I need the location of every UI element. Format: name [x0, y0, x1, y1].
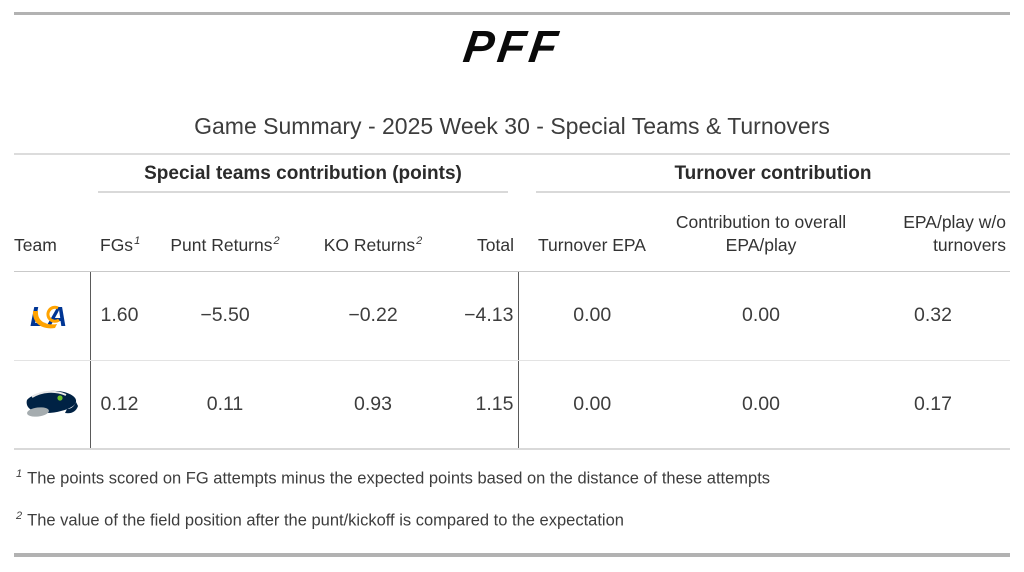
column-header-row: Team FGs1 Punt Returns2 KO Returns2 Tota…	[14, 193, 1011, 272]
cell-contribution-overall: 0.00	[666, 360, 856, 450]
team-row-seahawks: 0.12 0.11 0.93 1.15 0.00 0.00 0.17	[14, 360, 1011, 450]
cell-epa-wo-turnovers: 0.32	[856, 271, 1011, 361]
cell-ko-returns: 0.93	[300, 360, 446, 450]
column-header-fgs: FGs1	[90, 193, 150, 272]
cell-punt-returns: −5.50	[150, 271, 300, 361]
pff-logo: PFF	[459, 21, 565, 72]
group-header-special-teams: Special teams contribution (points)	[90, 155, 518, 193]
cell-fgs: 0.12	[89, 360, 150, 450]
bottom-rule	[14, 553, 1010, 557]
cell-fgs: 1.60	[89, 271, 150, 361]
footnote-1-marker: 1	[16, 468, 23, 480]
cell-turnover-epa: 0.00	[517, 271, 666, 361]
title-rule	[14, 153, 1010, 155]
team-row-rams: LA 1.60 −5.50 −0.22 −4.13 0.00 0.00 0.32	[14, 271, 1011, 361]
footnote-marker-2: 2	[416, 234, 423, 247]
footnotes-section: 1 The points scored on FG attempts minus …	[14, 462, 1010, 532]
group-label-special-teams: Special teams contribution (points)	[144, 163, 462, 184]
group-header-spacer	[14, 155, 90, 193]
stats-table: Special teams contribution (points) Turn…	[14, 155, 1011, 450]
rams-logo-icon: LA	[30, 301, 67, 332]
team-logo-cell-seahawks	[14, 360, 90, 450]
group-underline-special-teams: Special teams contribution (points)	[98, 163, 508, 193]
column-header-team: Team	[14, 193, 90, 272]
seahawks-logo-icon	[26, 391, 78, 417]
cell-total: 1.15	[446, 360, 518, 450]
footnote-2: 2 The value of the field position after t…	[16, 504, 1010, 533]
cell-turnover-epa: 0.00	[517, 360, 666, 450]
cell-total: −4.13	[446, 271, 518, 361]
cell-contribution-overall: 0.00	[666, 271, 856, 361]
team-logo-cell-rams: LA	[14, 271, 90, 361]
footnote-2-text: The value of the field position after th…	[27, 511, 624, 529]
column-header-punt-returns: Punt Returns2	[150, 193, 300, 272]
group-header-row: Special teams contribution (points) Turn…	[14, 155, 1011, 193]
page-title: Game Summary - 2025 Week 30 - Special Te…	[194, 113, 830, 139]
cell-punt-returns: 0.11	[150, 360, 300, 450]
column-header-epa-wo-turnovers: EPA/play w/o turnovers	[856, 193, 1011, 272]
column-header-turnover-epa: Turnover EPA	[518, 193, 666, 272]
logo-container: PFF	[14, 19, 1010, 75]
cell-ko-returns: −0.22	[300, 271, 446, 361]
footnote-1-text: The points scored on FG attempts minus t…	[27, 469, 771, 488]
group-label-turnover: Turnover contribution	[674, 163, 872, 184]
column-header-contribution-overall: Contribution to overall EPA/play	[666, 193, 856, 272]
footnote-marker-1: 1	[134, 234, 141, 247]
column-header-total: Total	[446, 193, 518, 272]
cell-epa-wo-turnovers: 0.17	[856, 360, 1011, 450]
top-rule	[14, 12, 1010, 15]
footnote-1: 1 The points scored on FG attempts minus …	[16, 462, 1010, 491]
column-header-ko-returns: KO Returns2	[300, 193, 446, 272]
footnote-2-marker: 2	[16, 509, 23, 522]
group-header-turnover: Turnover contribution	[518, 155, 1011, 193]
group-underline-turnover: Turnover contribution	[536, 163, 1011, 193]
footnote-marker-2: 2	[273, 234, 280, 247]
